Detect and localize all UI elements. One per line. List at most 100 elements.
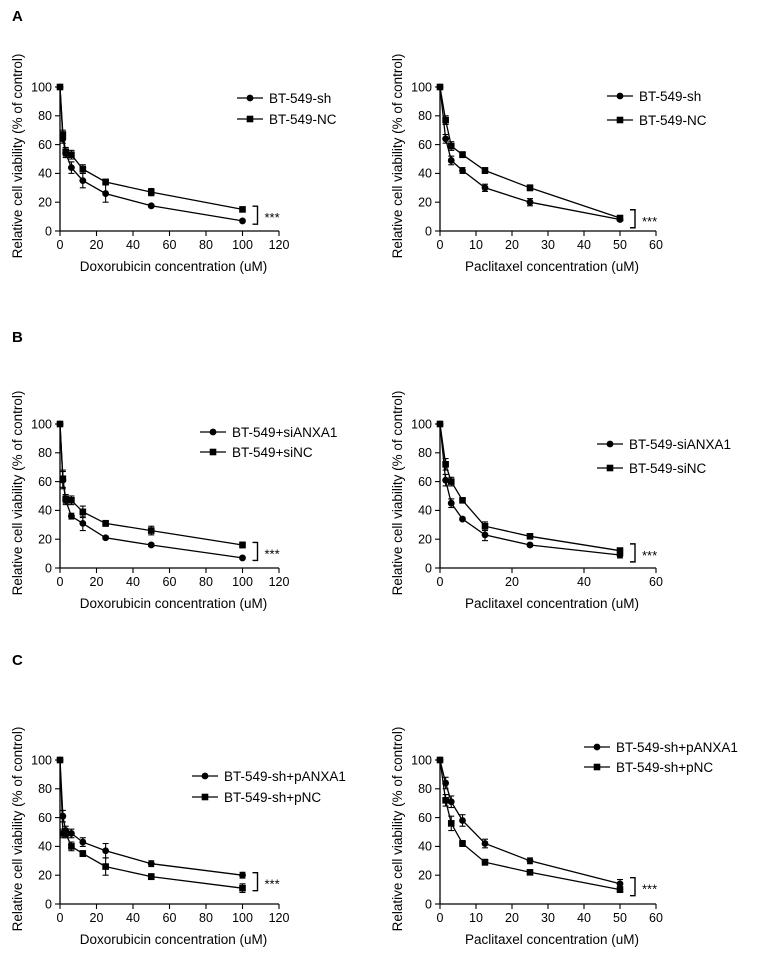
data-point — [102, 190, 110, 197]
legend-marker — [593, 743, 601, 751]
data-point — [102, 534, 110, 542]
y-tick-label: 0 — [425, 224, 432, 238]
data-point — [442, 461, 449, 468]
data-point — [436, 420, 444, 428]
x-tick-label: 0 — [57, 575, 64, 589]
x-tick-label: 40 — [577, 238, 591, 252]
x-axis-title: Paclitaxel concentration (uM) — [465, 932, 639, 947]
data-point — [147, 188, 155, 196]
x-tick-label: 60 — [163, 575, 177, 589]
chart-6: 0 20 40 60 80 100 0 10 20 30 40 50 60 Relative cell v… — [390, 727, 738, 947]
data-point — [62, 148, 70, 156]
data-point — [79, 838, 87, 846]
x-axis-title: Paclitaxel concentration (uM) — [465, 259, 639, 274]
data-point — [239, 541, 246, 549]
significance-bracket — [252, 541, 259, 562]
data-point — [239, 206, 246, 213]
x-tick-label: 120 — [269, 238, 290, 252]
series-1 — [56, 83, 246, 225]
x-tick-label: 40 — [126, 238, 140, 252]
data-point — [526, 869, 534, 876]
significance-label: *** — [642, 882, 657, 897]
x-tick-label: 50 — [613, 911, 627, 925]
y-tick-label: 20 — [418, 869, 432, 883]
legend-marker — [209, 428, 217, 436]
y-tick-label: 100 — [411, 80, 432, 94]
series-2 — [56, 83, 246, 213]
data-point — [459, 151, 466, 158]
significance-label: *** — [265, 546, 280, 561]
y-tick-label: 80 — [418, 109, 432, 123]
legend-marker — [201, 772, 209, 780]
series-1 — [56, 756, 246, 879]
y-tick-label: 20 — [418, 533, 432, 547]
x-axis-title: Paclitaxel concentration (uM) — [465, 596, 639, 611]
data-point — [616, 886, 624, 893]
data-point — [147, 873, 155, 880]
x-tick-label: 10 — [469, 911, 483, 925]
x-axis-title: Doxorubicin concentration (uM) — [80, 932, 268, 947]
data-point — [62, 830, 70, 837]
data-point — [147, 527, 155, 534]
legend-label: BT-549-sh+pANXA1 — [224, 769, 346, 784]
panel-label-b: B — [12, 329, 23, 346]
legend-marker — [209, 448, 217, 456]
series-1 — [56, 420, 246, 562]
y-axis-title: Relative cell viability (% of control) — [10, 391, 25, 596]
data-point — [447, 820, 455, 827]
series-2 — [56, 756, 246, 894]
data-point — [459, 167, 466, 174]
legend-marker — [606, 440, 614, 448]
data-point — [526, 541, 534, 549]
x-tick-label: 100 — [232, 575, 253, 589]
data-point — [59, 131, 67, 138]
data-point — [239, 554, 246, 562]
data-point — [56, 756, 64, 764]
data-point — [447, 499, 455, 507]
y-tick-label: 0 — [425, 897, 432, 911]
chart-4: 0 20 40 60 80 100 0 20 40 60 Relative cell viabili… — [390, 391, 731, 611]
x-tick-label: 80 — [199, 238, 213, 252]
data-point — [616, 547, 624, 555]
data-point — [147, 202, 155, 210]
legend-marker — [616, 116, 624, 124]
legend-marker — [246, 115, 254, 123]
data-point — [459, 840, 466, 847]
x-tick-label: 60 — [163, 238, 177, 252]
x-tick-label: 20 — [90, 911, 104, 925]
data-point — [436, 756, 444, 764]
data-point — [436, 83, 444, 91]
y-tick-label: 40 — [418, 167, 432, 181]
y-axis-title: Relative cell viability (% of control) — [390, 391, 405, 596]
y-axis-title: Relative cell viability (% of control) — [10, 727, 25, 932]
data-point — [442, 797, 449, 804]
data-point — [526, 198, 534, 206]
x-tick-label: 40 — [126, 575, 140, 589]
data-point — [56, 83, 64, 91]
x-tick-label: 40 — [126, 911, 140, 925]
data-point — [459, 817, 466, 824]
x-tick-label: 60 — [649, 238, 663, 252]
chart-2: 0 20 40 60 80 100 0 10 20 30 40 50 60 Relative cell v… — [390, 54, 707, 274]
y-tick-label: 20 — [418, 196, 432, 210]
y-tick-label: 100 — [31, 80, 52, 94]
legend-label: BT-549-NC — [269, 112, 337, 127]
series-2 — [56, 420, 246, 549]
x-tick-label: 0 — [437, 238, 444, 252]
data-point — [447, 157, 455, 164]
data-point — [447, 798, 455, 806]
data-point — [68, 164, 75, 172]
y-tick-label: 100 — [411, 417, 432, 431]
legend-label: BT-549-sh — [269, 91, 331, 106]
significance-bracket — [630, 877, 636, 897]
y-tick-label: 20 — [38, 196, 52, 210]
data-point — [68, 151, 75, 158]
data-point — [526, 184, 534, 192]
data-point — [102, 863, 109, 870]
data-point — [447, 142, 455, 150]
data-point — [68, 497, 75, 504]
data-point — [59, 475, 67, 483]
x-tick-label: 100 — [232, 238, 253, 252]
data-point — [616, 214, 624, 222]
x-tick-label: 80 — [199, 575, 213, 589]
